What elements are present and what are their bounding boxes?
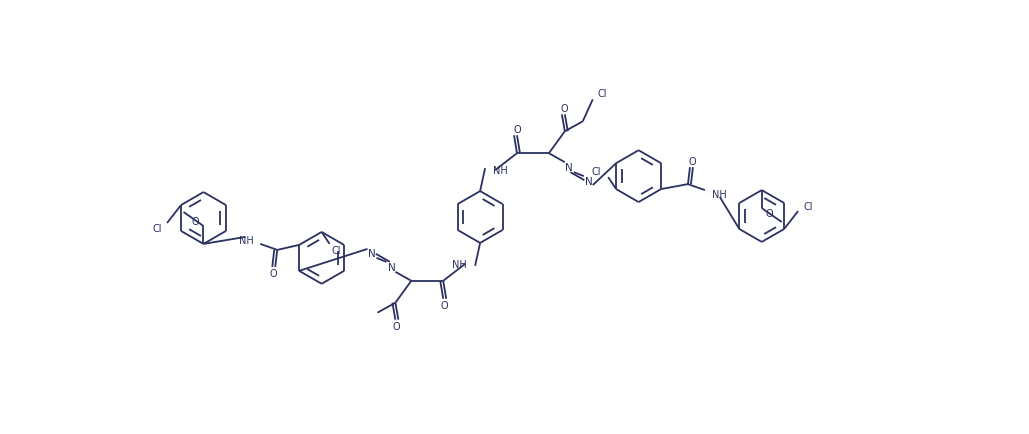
Text: Cl: Cl xyxy=(331,245,342,255)
Text: Cl: Cl xyxy=(152,224,163,233)
Text: O: O xyxy=(191,217,200,227)
Text: O: O xyxy=(688,157,696,167)
Text: NH: NH xyxy=(453,259,467,269)
Text: Cl: Cl xyxy=(598,89,607,99)
Text: N: N xyxy=(367,248,376,258)
Text: Cl: Cl xyxy=(803,201,813,211)
Text: N: N xyxy=(388,262,395,272)
Text: Cl: Cl xyxy=(592,167,601,177)
Text: N: N xyxy=(565,163,573,173)
Text: O: O xyxy=(513,125,521,135)
Text: O: O xyxy=(560,104,568,114)
Text: O: O xyxy=(393,321,400,331)
Text: NH: NH xyxy=(493,166,508,176)
Text: NH: NH xyxy=(712,190,726,200)
Text: NH: NH xyxy=(239,235,253,245)
Text: O: O xyxy=(270,268,277,278)
Text: O: O xyxy=(766,208,774,218)
Text: N: N xyxy=(584,177,593,187)
Text: O: O xyxy=(440,300,448,310)
